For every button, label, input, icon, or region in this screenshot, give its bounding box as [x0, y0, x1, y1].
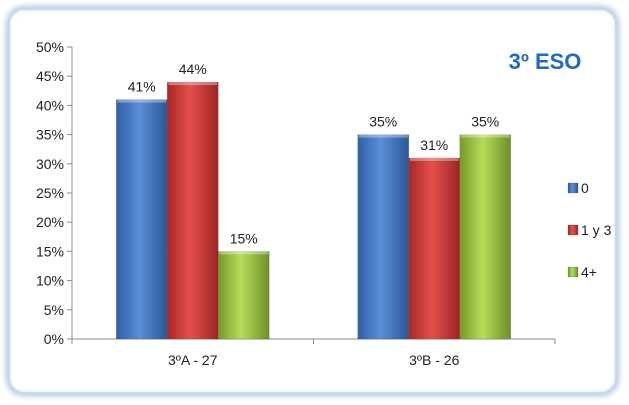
data-label: 35%: [369, 114, 397, 130]
bar-0-0: [116, 99, 168, 340]
bar-1-y-3-0: [167, 81, 219, 340]
legend-label: 1 y 3: [581, 222, 612, 238]
x-category-label: 3ºB - 26: [409, 352, 459, 368]
y-tick-label: 5%: [44, 302, 64, 318]
bar-highlight: [409, 157, 459, 161]
y-tick-label: 25%: [36, 185, 64, 201]
y-tick-label: 15%: [36, 243, 64, 259]
bar-4+-1: [459, 134, 511, 340]
y-tick-label: 20%: [36, 214, 64, 230]
bar-highlight: [117, 99, 167, 103]
data-label: 41%: [128, 79, 156, 95]
data-label: 15%: [230, 230, 258, 246]
legend-label: 0: [581, 180, 589, 196]
y-tick-label: 40%: [36, 97, 64, 113]
y-tick-label: 50%: [36, 39, 64, 55]
bar-highlight: [168, 82, 218, 86]
legend-swatch-4+: [567, 266, 579, 278]
legend-swatch-1-y-3: [567, 224, 579, 236]
data-label: 35%: [471, 114, 499, 130]
data-label: 44%: [179, 61, 207, 77]
chart-frame: [8, 8, 617, 394]
bar-highlight: [358, 134, 408, 138]
y-tick-label: 45%: [36, 68, 64, 84]
x-category-label: 3ºA - 27: [168, 352, 218, 368]
bar-4+-0: [218, 251, 270, 340]
y-tick-label: 30%: [36, 156, 64, 172]
bar-highlight: [460, 134, 510, 138]
bar-1-y-3-1: [408, 157, 460, 340]
y-tick-label: 35%: [36, 127, 64, 143]
legend-label: 4+: [581, 264, 597, 280]
y-tick-label: 10%: [36, 273, 64, 289]
bar-highlight: [219, 251, 269, 255]
data-label: 31%: [420, 137, 448, 153]
bar-0-1: [357, 134, 409, 340]
y-tick-label: 0%: [44, 331, 64, 347]
chart-title: 3º ESO: [509, 49, 582, 74]
legend-swatch-0: [567, 182, 579, 194]
